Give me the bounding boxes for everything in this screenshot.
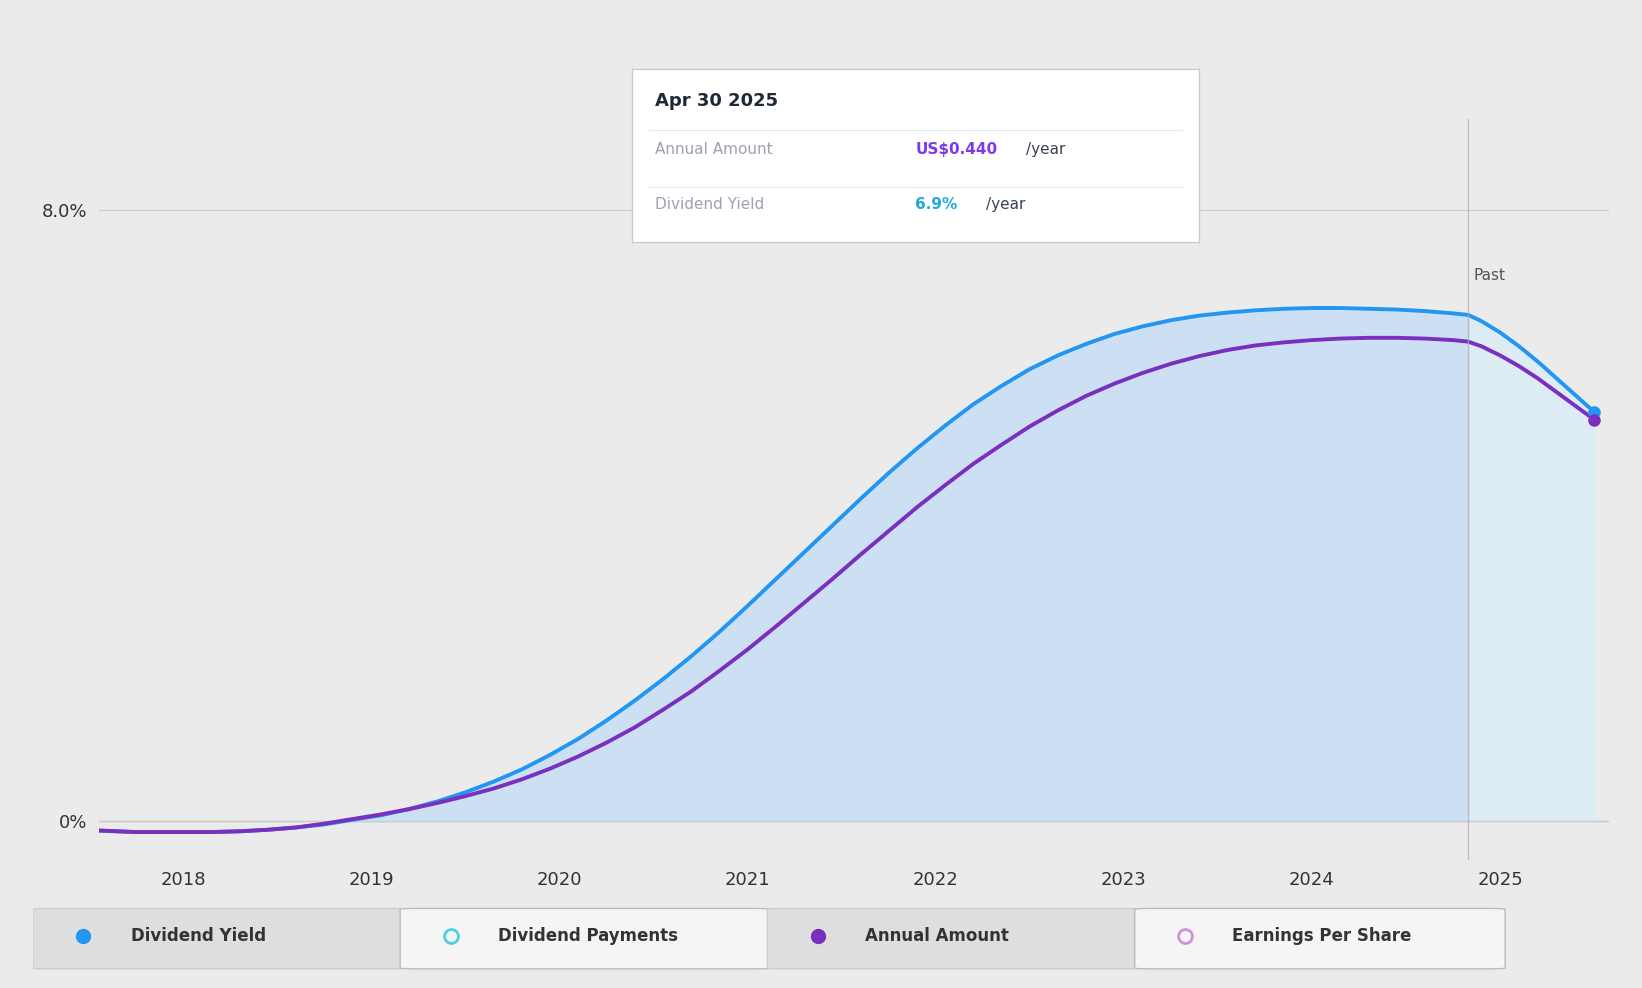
FancyBboxPatch shape	[401, 908, 770, 969]
FancyBboxPatch shape	[33, 908, 404, 969]
Text: 6.9%: 6.9%	[916, 198, 957, 212]
FancyBboxPatch shape	[1135, 908, 1506, 969]
FancyBboxPatch shape	[767, 908, 1138, 969]
Text: Past: Past	[1475, 268, 1506, 283]
Text: /year: /year	[1026, 142, 1066, 157]
Text: Dividend Yield: Dividend Yield	[655, 198, 764, 212]
Text: Dividend Payments: Dividend Payments	[498, 927, 678, 946]
Text: /year: /year	[987, 198, 1026, 212]
Text: Earnings Per Share: Earnings Per Share	[1233, 927, 1412, 946]
Text: Annual Amount: Annual Amount	[865, 927, 1010, 946]
Text: Dividend Yield: Dividend Yield	[131, 927, 266, 946]
Text: US$0.440: US$0.440	[916, 142, 998, 157]
Text: Annual Amount: Annual Amount	[655, 142, 772, 157]
Text: Apr 30 2025: Apr 30 2025	[655, 92, 778, 110]
